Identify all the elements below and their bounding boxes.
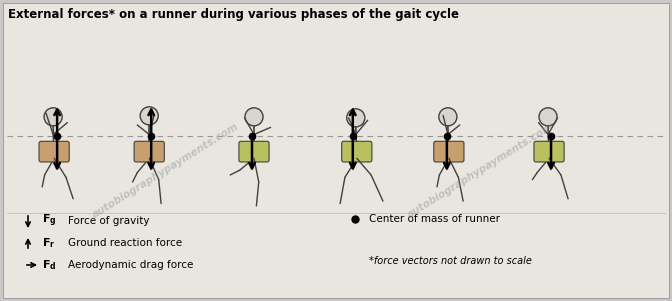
Text: autobiographypayments.com: autobiographypayments.com	[90, 122, 240, 220]
Circle shape	[44, 108, 62, 126]
Text: autobiographypayments.com: autobiographypayments.com	[405, 122, 555, 220]
FancyBboxPatch shape	[134, 141, 164, 162]
Circle shape	[140, 107, 158, 125]
Text: External forces* on a runner during various phases of the gait cycle: External forces* on a runner during vari…	[8, 8, 459, 21]
Text: Force of gravity: Force of gravity	[68, 216, 149, 226]
Text: Ground reaction force: Ground reaction force	[68, 238, 182, 248]
FancyBboxPatch shape	[3, 3, 669, 298]
Circle shape	[245, 108, 263, 126]
FancyBboxPatch shape	[534, 141, 564, 162]
Circle shape	[439, 108, 457, 126]
Text: $\mathbf{F_d}$: $\mathbf{F_d}$	[42, 258, 56, 272]
FancyBboxPatch shape	[434, 141, 464, 162]
FancyBboxPatch shape	[39, 141, 69, 162]
Text: $\mathbf{F_g}$: $\mathbf{F_g}$	[42, 213, 56, 229]
Circle shape	[539, 108, 557, 126]
Text: Aerodynamic drag force: Aerodynamic drag force	[68, 260, 194, 270]
Text: *force vectors not drawn to scale: *force vectors not drawn to scale	[369, 256, 532, 265]
Text: $\mathbf{F_r}$: $\mathbf{F_r}$	[42, 236, 56, 250]
FancyBboxPatch shape	[341, 141, 372, 162]
Circle shape	[347, 109, 365, 127]
FancyBboxPatch shape	[239, 141, 269, 162]
Text: Center of mass of runner: Center of mass of runner	[369, 214, 500, 224]
